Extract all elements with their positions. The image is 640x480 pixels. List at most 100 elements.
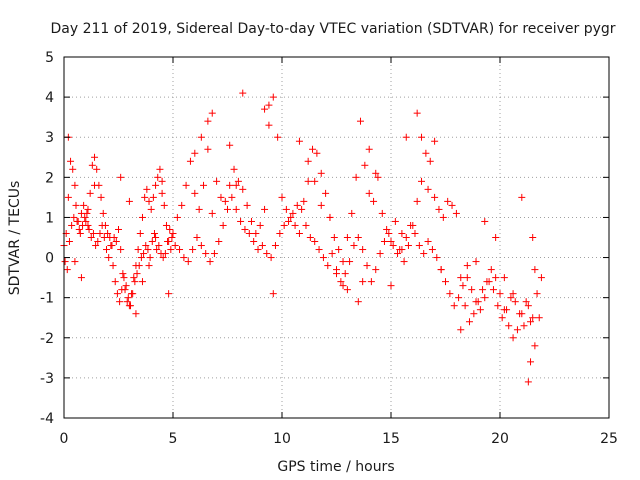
data-point — [176, 246, 184, 254]
data-point — [335, 246, 343, 254]
y-axis-label: SDTVAR / TECUs — [7, 181, 23, 296]
data-point — [237, 217, 245, 225]
data-point — [239, 185, 247, 193]
y-tick-label: 4 — [45, 90, 54, 106]
data-point — [387, 282, 395, 290]
data-point — [448, 201, 456, 209]
data-point — [103, 246, 111, 254]
data-point — [531, 266, 539, 274]
data-point — [354, 234, 362, 241]
data-point — [206, 258, 214, 266]
data-point — [411, 229, 419, 237]
data-point — [330, 234, 338, 241]
data-point — [152, 234, 160, 241]
data-point — [122, 282, 130, 290]
data-point — [263, 250, 271, 258]
data-point — [86, 189, 94, 197]
data-point — [165, 290, 173, 298]
data-point — [442, 278, 449, 286]
y-tick-label: -3 — [40, 371, 54, 387]
data-point — [137, 254, 145, 262]
data-point — [295, 229, 303, 237]
data-point — [168, 234, 176, 241]
data-point — [241, 225, 249, 233]
data-point — [298, 205, 306, 213]
data-point — [285, 217, 293, 225]
data-point — [293, 201, 301, 209]
data-point — [324, 262, 332, 270]
data-point — [84, 205, 92, 213]
data-point — [119, 270, 127, 278]
data-point — [439, 213, 447, 221]
data-point — [94, 238, 102, 246]
data-point — [267, 254, 275, 262]
data-point — [452, 209, 460, 217]
data-point — [326, 213, 334, 221]
data-point — [71, 181, 79, 189]
data-point — [282, 205, 290, 213]
data-point — [509, 290, 517, 298]
data-point — [339, 258, 347, 266]
data-point — [322, 189, 330, 197]
data-point — [180, 254, 188, 262]
data-point — [402, 234, 410, 241]
data-point — [147, 205, 155, 213]
data-point — [489, 286, 497, 294]
data-point — [428, 246, 436, 254]
data-point — [265, 121, 273, 129]
data-point — [311, 238, 319, 246]
data-point — [93, 165, 101, 173]
data-point — [431, 137, 439, 145]
data-point — [191, 149, 199, 157]
plot-frame — [63, 56, 610, 419]
data-point — [81, 213, 89, 221]
data-point — [98, 221, 106, 229]
data-point — [130, 274, 138, 282]
data-point — [110, 234, 118, 241]
data-point — [69, 165, 77, 173]
data-point — [152, 181, 160, 189]
data-point — [256, 221, 264, 229]
data-point — [418, 133, 426, 141]
data-point — [150, 229, 158, 237]
data-point — [210, 250, 218, 258]
data-point — [413, 197, 421, 205]
data-point — [80, 201, 88, 209]
data-point — [67, 157, 75, 165]
data-point — [300, 197, 308, 205]
data-point — [230, 165, 238, 173]
data-point — [433, 254, 441, 262]
data-point — [160, 201, 168, 209]
data-point — [383, 225, 391, 233]
data-point — [306, 234, 314, 241]
data-point — [404, 242, 412, 250]
data-point — [289, 209, 297, 217]
data-point — [250, 238, 258, 246]
data-point — [463, 262, 471, 270]
y-tick-label: -1 — [40, 291, 54, 307]
data-point — [531, 342, 539, 350]
data-point — [83, 209, 91, 217]
data-point — [89, 229, 97, 237]
data-point — [529, 234, 537, 241]
data-point — [500, 274, 508, 282]
data-point — [72, 201, 80, 209]
data-point — [278, 193, 286, 201]
data-point — [470, 310, 478, 318]
data-point — [302, 221, 310, 229]
data-point — [261, 105, 269, 113]
data-point — [144, 246, 152, 254]
data-point — [400, 258, 408, 266]
data-point — [455, 294, 463, 302]
data-point — [88, 161, 96, 169]
data-point — [341, 270, 349, 278]
data-point — [142, 242, 150, 250]
data-point — [173, 213, 181, 221]
data-point — [398, 246, 406, 254]
data-point — [457, 326, 465, 334]
data-point — [92, 242, 100, 250]
data-point — [261, 205, 269, 213]
data-point — [472, 258, 480, 266]
data-point — [524, 378, 532, 386]
